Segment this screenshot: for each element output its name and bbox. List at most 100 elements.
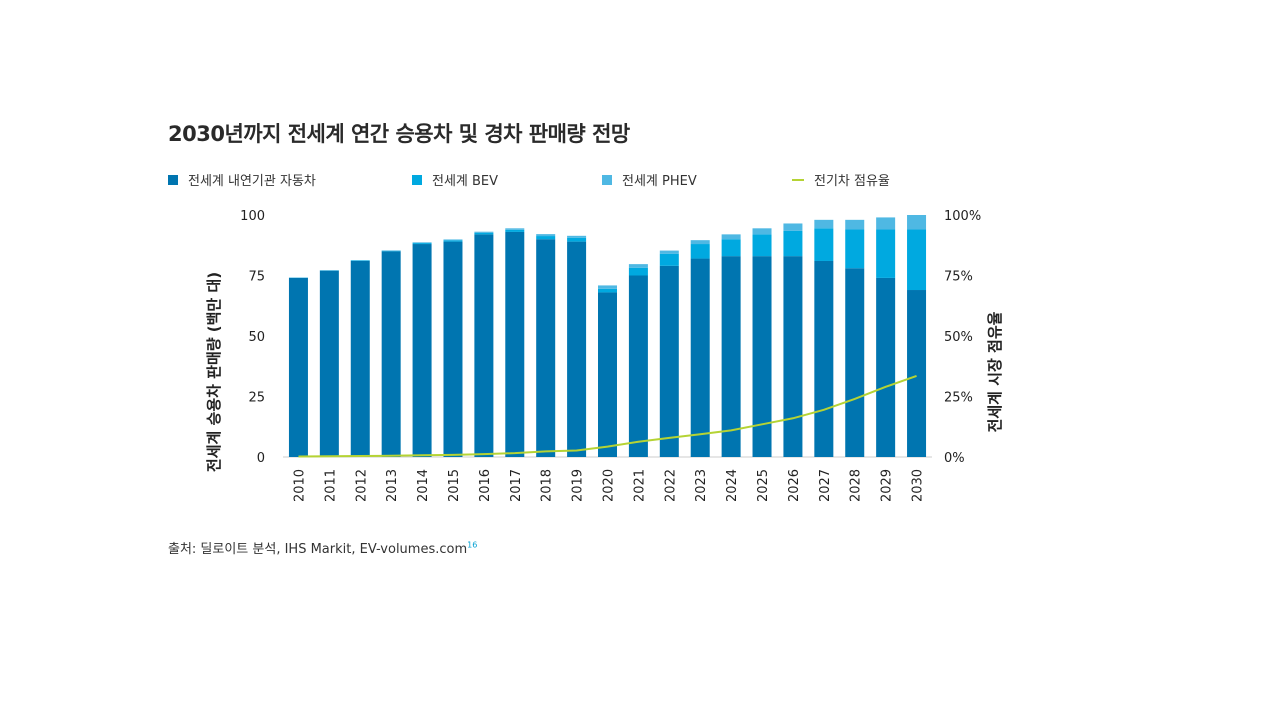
x-tick-label: 2019 — [571, 469, 586, 502]
bar-ice — [721, 256, 741, 457]
y-tick-label: 25 — [248, 391, 265, 406]
y-tick-label: 50 — [248, 330, 265, 345]
bar-ice — [567, 241, 587, 457]
y-tick-label: 0 — [257, 451, 265, 466]
bar-bev — [907, 229, 927, 291]
bar-phev — [752, 228, 772, 235]
bar-ice — [814, 260, 834, 457]
bar-phev — [876, 217, 896, 230]
bar-phev — [783, 223, 803, 231]
bar-bev — [690, 244, 710, 259]
bar-bev — [598, 288, 617, 293]
x-tick-label: 2024 — [725, 469, 740, 502]
bar-ice — [752, 256, 772, 457]
bar-phev — [505, 228, 525, 230]
legend-item-ice: 전세계 내연기관 자동차 — [168, 170, 316, 189]
legend-swatch-share — [792, 178, 804, 181]
bar-ice — [350, 260, 370, 457]
bar-ice — [598, 292, 617, 457]
bar-bev — [474, 232, 494, 235]
legend-label-phev: 전세계 PHEV — [622, 174, 697, 189]
legend-label-ice: 전세계 내연기관 자동차 — [188, 174, 316, 189]
share-line — [298, 374, 917, 458]
bar-bev — [628, 267, 648, 276]
bar-ice — [907, 290, 927, 457]
y-axis-title: 전세계 승용차 판매량 (백만 대) — [205, 272, 223, 472]
bar-ice — [876, 277, 896, 457]
chart-title: 2030년까지 전세계 연간 승용차 및 경차 판매량 전망 — [168, 122, 630, 146]
bar-bev — [783, 230, 803, 257]
y2-tick-label: 100% — [944, 209, 981, 224]
y-tick-label: 100 — [240, 209, 265, 224]
legend-item-share: 전기차 점유율 — [792, 170, 890, 189]
bar-ice — [783, 256, 803, 457]
bar-phev — [628, 264, 648, 268]
bar-ice — [536, 239, 556, 457]
x-tick-label: 2014 — [416, 469, 431, 502]
x-tick-label: 2029 — [880, 469, 895, 502]
bar-bev — [721, 239, 741, 257]
x-tick-label: 2022 — [663, 469, 678, 502]
bar-ice — [845, 268, 865, 457]
bar-bev — [567, 237, 587, 242]
bar-ice — [412, 244, 432, 457]
legend-swatch-ice — [168, 174, 178, 185]
bar-ice — [319, 270, 339, 457]
legend-label-bev: 전세계 BEV — [432, 174, 499, 189]
x-tick-label: 2018 — [540, 469, 555, 502]
x-tick-label: 2027 — [818, 469, 833, 502]
y2-axis-title: 전세계 시장 점유율 — [986, 311, 1004, 432]
y-tick-label: 75 — [248, 270, 265, 285]
bar-bev — [443, 240, 463, 242]
legend-item-phev: 전세계 PHEV — [602, 170, 697, 189]
source-text: 출처: 딜로이트 분석, IHS Markit, EV-volumes.com — [168, 542, 468, 557]
bar-ice — [474, 234, 494, 457]
bar-bev — [814, 228, 834, 261]
bar-ice — [381, 251, 401, 457]
x-tick-label: 2013 — [385, 469, 400, 502]
x-tick-label: 2010 — [292, 469, 307, 502]
x-tick-label: 2023 — [694, 469, 709, 502]
bar-phev — [814, 219, 834, 229]
bar-ice — [288, 277, 308, 457]
bar-ice — [505, 231, 525, 457]
bar-phev — [845, 219, 865, 230]
legend: 전세계 내연기관 자동차 전세계 BEV 전세계 PHEV 전기차 점유율 — [0, 170, 1280, 190]
x-tick-label: 2016 — [478, 469, 493, 502]
x-tick-label: 2020 — [602, 469, 617, 502]
bar-bev — [752, 234, 772, 257]
bar-bev — [536, 236, 556, 240]
y2-tick-label: 75% — [944, 270, 973, 285]
bar-ice — [690, 258, 710, 457]
y2-tick-label: 0% — [944, 451, 965, 466]
x-tick-label: 2030 — [911, 469, 926, 502]
legend-swatch-phev — [602, 174, 612, 185]
legend-swatch-bev — [412, 174, 422, 185]
legend-label-share: 전기차 점유율 — [814, 174, 890, 189]
source-ref: 16 — [467, 540, 478, 550]
bar-phev — [598, 285, 617, 289]
bar-ice — [443, 241, 463, 457]
bar-bev — [505, 229, 525, 232]
source-note: 출처: 딜로이트 분석, IHS Markit, EV-volumes.com1… — [168, 538, 477, 557]
bar-bev — [412, 243, 432, 245]
bar-ice — [659, 265, 679, 457]
bar-phev — [412, 242, 432, 244]
legend-item-bev: 전세계 BEV — [412, 170, 498, 189]
x-tick-label: 2015 — [447, 469, 462, 502]
bar-ice — [628, 275, 648, 457]
bar-phev — [721, 234, 741, 240]
x-tick-label: 2011 — [323, 469, 338, 502]
bar-phev — [907, 215, 927, 230]
bar-phev — [690, 240, 710, 245]
x-tick-label: 2017 — [509, 469, 524, 502]
bar-bev — [845, 229, 865, 269]
bar-bev — [876, 229, 896, 278]
bar-phev — [567, 235, 587, 238]
x-tick-label: 2026 — [787, 469, 802, 502]
x-tick-label: 2021 — [632, 469, 647, 502]
bar-phev — [536, 234, 556, 237]
y2-tick-label: 25% — [944, 391, 973, 406]
y2-tick-label: 50% — [944, 330, 973, 345]
